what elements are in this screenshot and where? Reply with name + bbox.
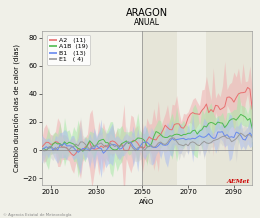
Bar	[142, 31, 177, 185]
X-axis label: AÑO: AÑO	[139, 198, 155, 205]
Text: © Agencia Estatal de Meteorología: © Agencia Estatal de Meteorología	[3, 213, 71, 217]
Text: AEMet: AEMet	[227, 179, 250, 184]
Text: ARAGON: ARAGON	[126, 8, 168, 18]
Y-axis label: Cambio duración olas de calor (días): Cambio duración olas de calor (días)	[12, 44, 20, 172]
Legend: A2   (11), A1B  (19), B1   (13), E1   ( 4): A2 (11), A1B (19), B1 (13), E1 ( 4)	[47, 35, 90, 65]
Text: ANUAL: ANUAL	[134, 19, 160, 27]
Bar	[206, 31, 252, 185]
